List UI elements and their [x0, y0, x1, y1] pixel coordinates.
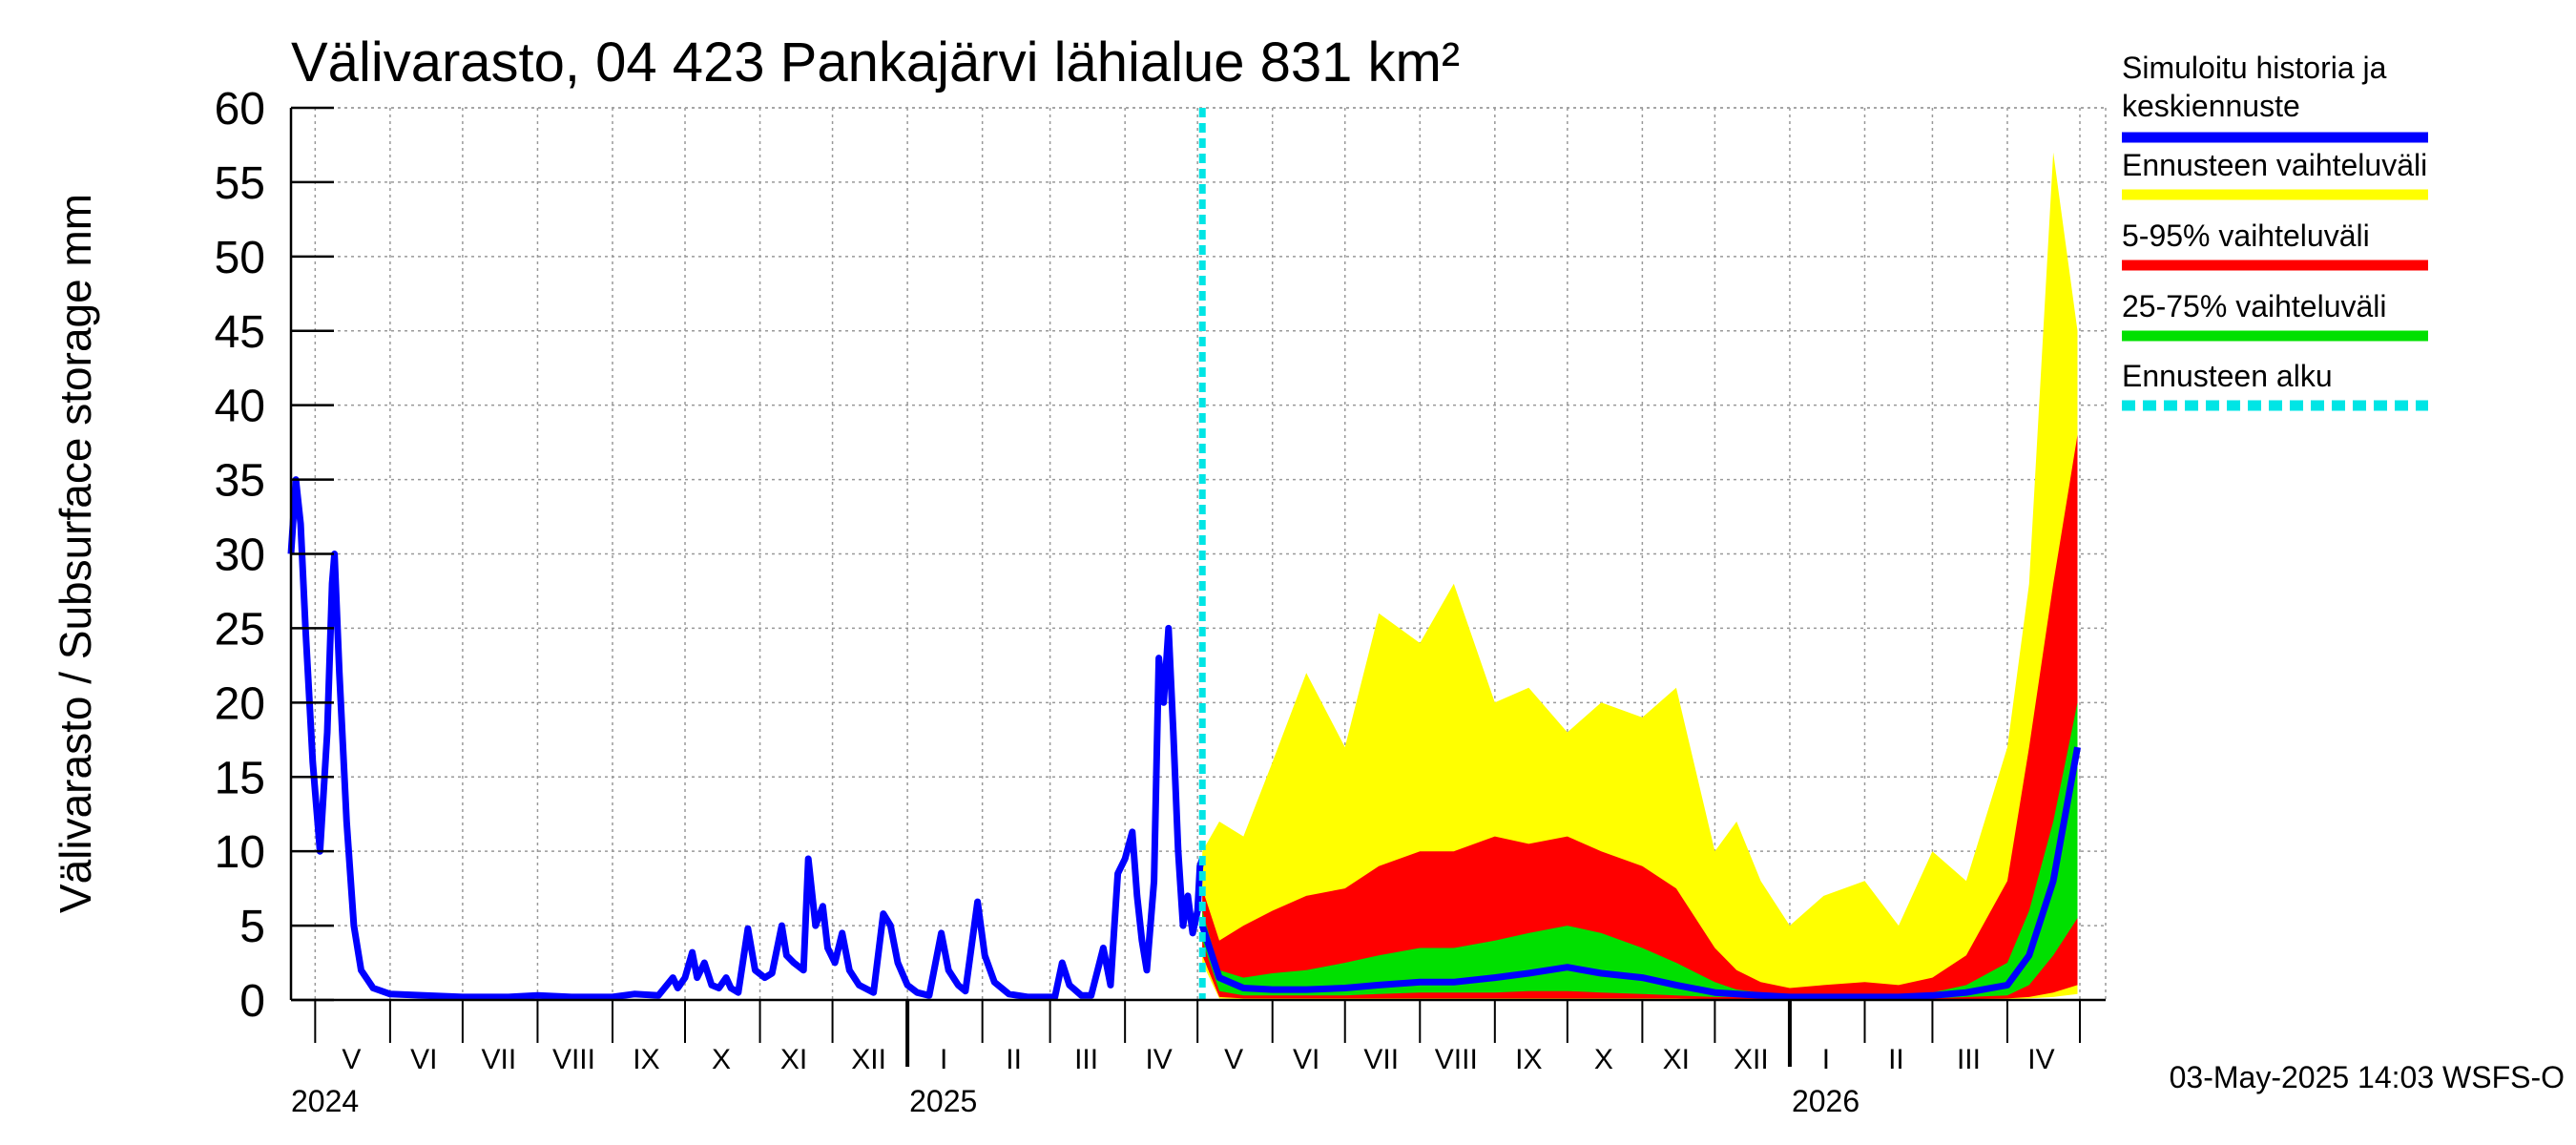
month-label: XII [1734, 1044, 1769, 1075]
band-5-95 [1202, 434, 2078, 1000]
month-label: IV [2027, 1044, 2054, 1075]
month-label: I [940, 1044, 947, 1075]
month-label: III [1957, 1044, 1981, 1075]
year-label: 2025 [909, 1084, 977, 1118]
y-axis-label: Välivarasto / Subsurface storage mm [51, 194, 100, 913]
footer-timestamp: 03-May-2025 14:03 WSFS-O [2170, 1060, 2565, 1094]
chart-title: Välivarasto, 04 423 Pankajärvi lähialue … [291, 31, 1460, 94]
month-label: VII [482, 1044, 517, 1075]
y-tick-label: 30 [215, 531, 265, 581]
month-label: IV [1145, 1044, 1172, 1075]
month-label: XI [780, 1044, 807, 1075]
month-label: III [1074, 1044, 1098, 1075]
year-label: 2026 [1792, 1084, 1859, 1118]
legend-label: 5-95% vaihteluväli [2122, 219, 2370, 253]
month-label: IX [1515, 1044, 1542, 1075]
history-line [287, 476, 1206, 1001]
month-label: XI [1663, 1044, 1690, 1075]
y-tick-label: 55 [215, 158, 265, 209]
legend-label: Simuloitu historia ja [2122, 51, 2387, 85]
month-label: V [1224, 1044, 1243, 1075]
y-tick-label: 5 [239, 902, 265, 952]
month-label: II [1888, 1044, 1904, 1075]
legend-label: keskiennuste [2122, 89, 2300, 123]
y-tick-label: 25 [215, 604, 265, 655]
legend-label: Ennusteen vaihteluväli [2122, 148, 2427, 182]
month-label: VI [1293, 1044, 1319, 1075]
median-forecast-line [1198, 746, 2081, 1001]
month-label: XII [851, 1044, 886, 1075]
month-label: V [342, 1044, 361, 1075]
month-label: VII [1363, 1044, 1399, 1075]
legend: Simuloitu historia ja keskiennuste Ennuste… [2122, 51, 2428, 411]
month-label: VIII [1435, 1044, 1478, 1075]
band-ennusteen-vaihteluvali [1202, 152, 2078, 1000]
y-tick-label: 45 [215, 307, 265, 358]
y-tick-label: 20 [215, 678, 265, 729]
month-label: I [1822, 1044, 1830, 1075]
y-tick-label: 60 [215, 84, 265, 135]
month-label: VIII [552, 1044, 595, 1075]
legend-label: 25-75% vaihteluväli [2122, 289, 2387, 323]
y-tick-label: 50 [215, 233, 265, 283]
y-tick-label: 10 [215, 827, 265, 878]
legend-label: Ennusteen alku [2122, 359, 2333, 393]
year-label: 2024 [291, 1084, 359, 1118]
y-tick-label: 35 [215, 456, 265, 507]
month-label: II [1006, 1044, 1022, 1075]
month-label: IX [633, 1044, 659, 1075]
y-tick-label: 0 [239, 976, 265, 1027]
y-tick-label: 15 [215, 753, 265, 803]
y-tick-label: 40 [215, 382, 265, 432]
month-label: X [1594, 1044, 1613, 1075]
month-label: X [712, 1044, 731, 1075]
month-label: VI [410, 1044, 437, 1075]
